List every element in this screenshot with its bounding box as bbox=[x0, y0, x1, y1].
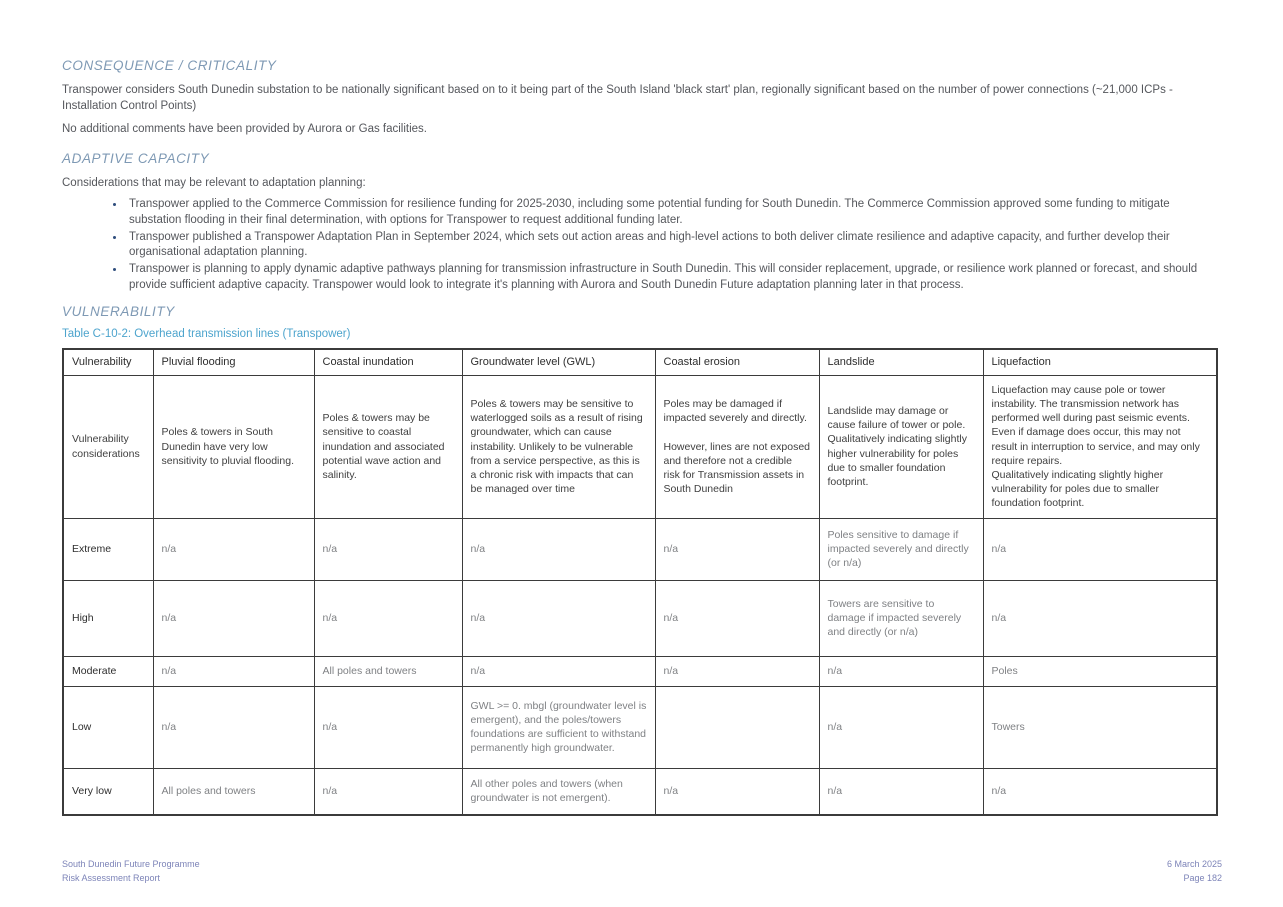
col-header-groundwater-level: Groundwater level (GWL) bbox=[461, 348, 656, 376]
row-label: Extreme bbox=[62, 517, 154, 581]
footer-report-name: Risk Assessment Report bbox=[62, 872, 161, 883]
table-cell: n/a bbox=[654, 655, 820, 687]
table-row-considerations: Vulnerability considerations Poles & tow… bbox=[62, 374, 1218, 519]
adaptive-intro: Considerations that may be relevant to a… bbox=[62, 176, 366, 189]
table-row-low: Low n/a n/a GWL >= 0. mbgl (groundwater … bbox=[62, 685, 1218, 769]
table-cell: Poles & towers in South Dunedin have ver… bbox=[152, 374, 315, 519]
heading-adaptive-capacity: ADAPTIVE CAPACITY bbox=[62, 150, 210, 166]
table-cell: n/a bbox=[152, 655, 315, 687]
col-header-liquefaction: Liquefaction bbox=[982, 348, 1218, 376]
col-header-vulnerability: Vulnerability bbox=[62, 348, 154, 376]
table-row-extreme: Extreme n/a n/a n/a n/a Poles sensitive … bbox=[62, 517, 1218, 581]
table-cell: Liquefaction may cause pole or tower ins… bbox=[982, 374, 1218, 519]
consequence-paragraph: Transpower considers South Dunedin subst… bbox=[62, 84, 1173, 113]
page-content: CONSEQUENCE / CRITICALITY Transpower con… bbox=[62, 58, 1218, 817]
table-cell: n/a bbox=[313, 579, 463, 657]
table-cell: n/a bbox=[654, 517, 820, 581]
heading-vulnerability: VULNERABILITY bbox=[62, 303, 175, 319]
table-cell: Poles & towers may be sensitive to coast… bbox=[313, 374, 463, 519]
col-header-coastal-inundation: Coastal inundation bbox=[313, 348, 463, 376]
footer-date: 6 March 2025 bbox=[1166, 859, 1222, 869]
footer-right: 6 March 2025 Page 182 bbox=[1167, 858, 1222, 886]
table-cell: Towers are sensitive to damage if impact… bbox=[818, 579, 984, 657]
table-cell: Towers bbox=[982, 685, 1218, 769]
table-cell: Poles & towers may be sensitive to water… bbox=[461, 374, 656, 519]
table-row-very-low: Very low All poles and towers n/a All ot… bbox=[62, 767, 1218, 816]
bullet-item-funding: Transpower applied to the Commerce Commi… bbox=[125, 197, 1218, 229]
table-cell: n/a bbox=[152, 517, 315, 581]
row-label: High bbox=[62, 579, 154, 657]
table-cell: n/a bbox=[982, 517, 1218, 581]
table-cell: Landslide may damage or cause failure of… bbox=[818, 374, 984, 519]
table-cell: n/a bbox=[982, 579, 1218, 657]
table-cell bbox=[654, 685, 820, 769]
table-cell: n/a bbox=[654, 767, 820, 816]
bullet-item-adaptation-plan: Transpower published a Transpower Adapta… bbox=[125, 230, 1218, 262]
aurora-gas-comment: No additional comments have been provide… bbox=[62, 122, 428, 135]
table-cell: n/a bbox=[313, 517, 463, 581]
table-cell: All poles and towers bbox=[313, 655, 463, 687]
row-label: Vulnerability considerations bbox=[62, 374, 154, 519]
table-cell: n/a bbox=[818, 767, 984, 816]
table-cell: n/a bbox=[461, 579, 656, 657]
footer-left: South Dunedin Future Programme Risk Asse… bbox=[62, 858, 200, 886]
table-cell: n/a bbox=[818, 685, 984, 769]
table-cell: GWL >= 0. mbgl (groundwater level is eme… bbox=[461, 685, 656, 769]
table-row-moderate: Moderate n/a All poles and towers n/a n/… bbox=[62, 655, 1218, 687]
vulnerability-table: Vulnerability Pluvial flooding Coastal i… bbox=[62, 348, 1218, 817]
table-cell: n/a bbox=[654, 579, 820, 657]
table-cell: n/a bbox=[982, 767, 1218, 816]
table-cell: n/a bbox=[152, 685, 315, 769]
table-row-high: High n/a n/a n/a n/a Towers are sensitiv… bbox=[62, 579, 1218, 657]
col-header-coastal-erosion: Coastal erosion bbox=[654, 348, 820, 376]
table-cell: Poles may be damaged if impacted severel… bbox=[654, 374, 820, 519]
table-header-row: Vulnerability Pluvial flooding Coastal i… bbox=[62, 348, 1218, 376]
footer-programme-name: South Dunedin Future Programme bbox=[62, 859, 200, 869]
table-cell: All poles and towers bbox=[152, 767, 315, 816]
col-header-pluvial-flooding: Pluvial flooding bbox=[152, 348, 315, 376]
heading-consequence-criticality: CONSEQUENCE / CRITICALITY bbox=[62, 58, 277, 73]
table-cell: n/a bbox=[461, 655, 656, 687]
table-cell: n/a bbox=[461, 517, 656, 581]
footer-page-number: Page 182 bbox=[1183, 872, 1222, 883]
col-header-landslide: Landslide bbox=[818, 348, 984, 376]
bullet-item-pathways: Transpower is planning to apply dynamic … bbox=[125, 262, 1218, 294]
table-cell: Poles sensitive to damage if impacted se… bbox=[818, 517, 984, 581]
table-cell: n/a bbox=[152, 579, 315, 657]
row-label: Very low bbox=[62, 767, 154, 816]
table-caption: Table C-10-2: Overhead transmission line… bbox=[62, 328, 351, 341]
row-label: Moderate bbox=[62, 655, 154, 687]
table-cell: n/a bbox=[313, 767, 463, 816]
table-cell: n/a bbox=[313, 685, 463, 769]
page-footer: South Dunedin Future Programme Risk Asse… bbox=[62, 858, 1222, 886]
adaptive-bullet-list: Transpower applied to the Commerce Commi… bbox=[62, 197, 1218, 294]
row-label: Low bbox=[62, 685, 154, 769]
table-cell: n/a bbox=[818, 655, 984, 687]
table-cell: Poles bbox=[982, 655, 1218, 687]
table-cell: All other poles and towers (when groundw… bbox=[461, 767, 656, 816]
